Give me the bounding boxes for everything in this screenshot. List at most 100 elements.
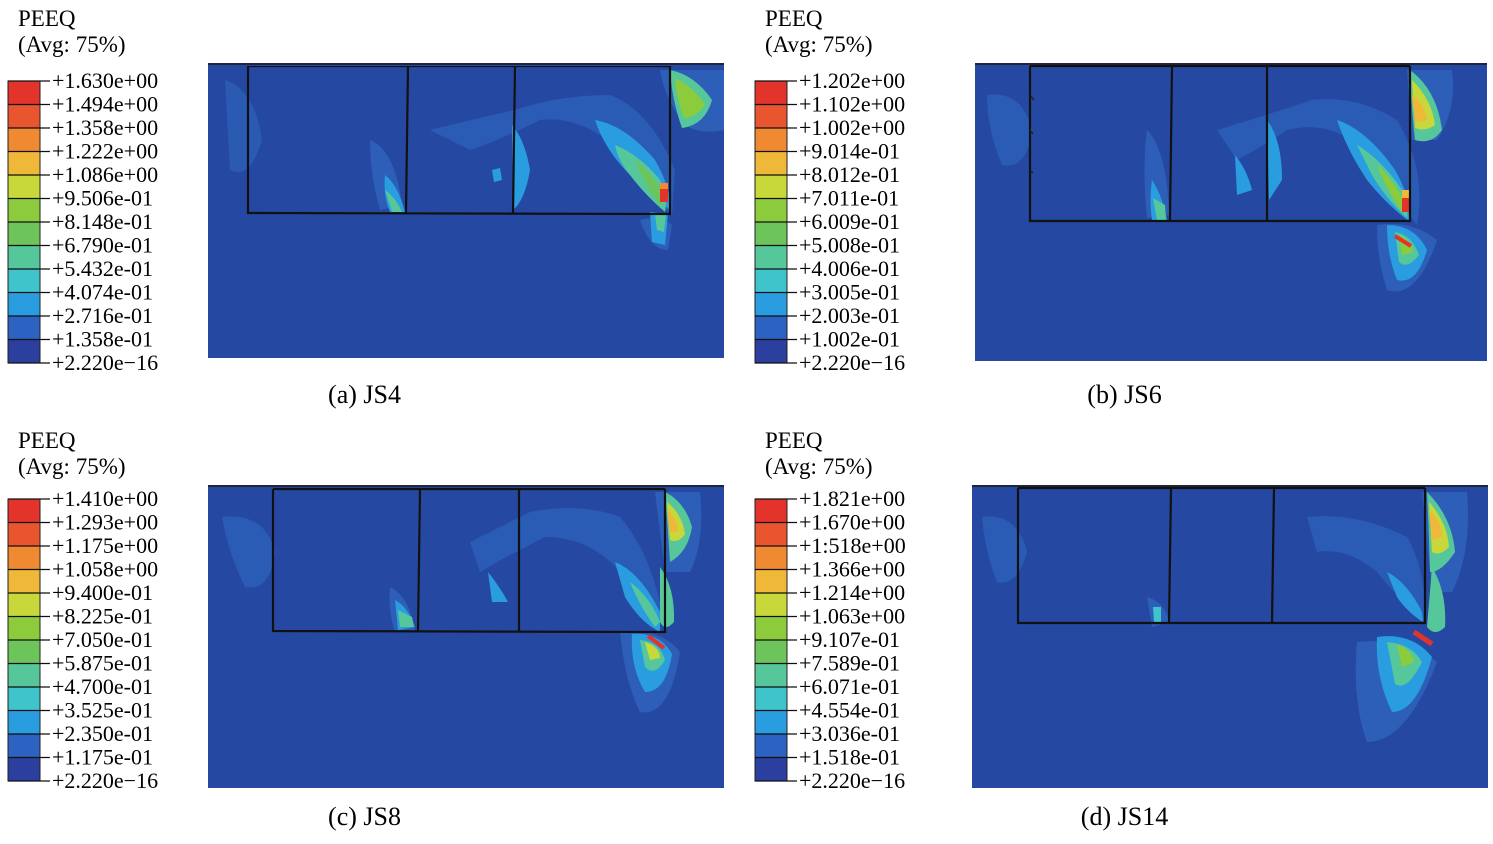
contour-figure: +1.630e+00+1.494e+00+1.358e+00+1.222e+00… xyxy=(7,63,724,375)
legend-tick-label: +1.175e-01 xyxy=(52,745,153,770)
legend-band xyxy=(755,522,787,546)
legend-band xyxy=(8,198,40,222)
legend-tick-label: +2.716e-01 xyxy=(52,303,153,328)
legend-band xyxy=(755,687,787,711)
legend-tick-label: +4.074e-01 xyxy=(52,280,153,305)
legend-tick-label: +3.005e-01 xyxy=(799,280,900,305)
legend-band xyxy=(755,734,787,758)
legend-tick-label: +7.589e-01 xyxy=(799,651,900,676)
contour-plot xyxy=(972,485,1488,788)
legend-tick-label: +2.220e−16 xyxy=(799,350,905,375)
legend-band xyxy=(755,222,787,246)
legend-tick-label: +2.350e-01 xyxy=(52,721,153,746)
legend-tick-label: +7.011e-01 xyxy=(799,186,899,211)
legend-band xyxy=(755,640,787,664)
legend-band xyxy=(8,339,40,363)
legend-band xyxy=(8,269,40,293)
legend-colorbar: +1.202e+00+1.102e+00+1.002e+00+9.014e-01… xyxy=(754,68,905,375)
panel-caption: (d) JS14 xyxy=(1080,802,1169,831)
legend-band xyxy=(8,757,40,781)
legend-tick-label: +1.175e+00 xyxy=(52,533,158,558)
legend-tick-label: +1.630e+00 xyxy=(52,68,158,93)
legend-tick-label: +5.875e-01 xyxy=(52,651,153,676)
legend-tick-label: +1.002e+00 xyxy=(799,115,905,140)
legend-tick-label: +1.058e+00 xyxy=(52,557,158,582)
legend-band xyxy=(755,128,787,152)
legend-band xyxy=(755,593,787,617)
legend-colorbar: +1.630e+00+1.494e+00+1.358e+00+1.222e+00… xyxy=(7,68,158,375)
legend-tick-label: +2.220e−16 xyxy=(799,768,905,793)
legend-band xyxy=(755,81,787,105)
legend-band xyxy=(755,269,787,293)
legend-band xyxy=(755,616,787,640)
legend-tick-label: +8.225e-01 xyxy=(52,604,153,629)
legend-tick-label: +8.012e-01 xyxy=(799,162,900,187)
legend-tick-label: +6.071e-01 xyxy=(799,674,900,699)
legend-tick-label: +5.432e-01 xyxy=(52,256,153,281)
legend-tick-label: +1.293e+00 xyxy=(52,510,158,535)
legend-band xyxy=(8,128,40,152)
legend-band xyxy=(755,663,787,687)
legend-tick-label: +8.148e-01 xyxy=(52,209,153,234)
legend-tick-label: +1.202e+00 xyxy=(799,68,905,93)
legend-tick-label: +1.518e-01 xyxy=(799,745,900,770)
legend-tick-label: +4.700e-01 xyxy=(52,674,153,699)
legend-band xyxy=(8,710,40,734)
legend-band xyxy=(8,316,40,340)
legend-subtitle: (Avg: 75%) xyxy=(18,32,126,57)
contour-figure: +1.202e+00+1.102e+00+1.002e+00+9.014e-01… xyxy=(754,63,1487,375)
legend-title: PEEQ xyxy=(765,6,823,31)
legend-subtitle: (Avg: 75%) xyxy=(18,454,126,479)
panel-caption: (a) JS4 xyxy=(328,380,401,409)
contour-panel-js8: PEEQ (Avg: 75%) +1.410e+00 +1.293e+00 +1.1… xyxy=(0,422,746,844)
legend-tick-label: +4.554e-01 xyxy=(799,698,900,723)
legend-tick-label: +1.410e+00 xyxy=(52,486,158,511)
legend-band xyxy=(8,734,40,758)
legend-tick-label: +6.009e-01 xyxy=(799,209,900,234)
legend-tick-label: +1.063e+00 xyxy=(799,604,905,629)
legend-tick-label: +1.102e+00 xyxy=(799,92,905,117)
legend-tick-label: +1.086e+00 xyxy=(52,162,158,187)
legend-band xyxy=(8,222,40,246)
panel-caption: (c) JS8 xyxy=(328,802,401,831)
legend-tick-label: +1.494e+00 xyxy=(52,92,158,117)
legend-tick-label: +1.214e+00 xyxy=(799,580,905,605)
legend-tick-label: +7.050e-01 xyxy=(52,627,153,652)
legend-tick-label: +2.003e-01 xyxy=(799,303,900,328)
legend-band xyxy=(8,546,40,570)
legend-tick-label: +2.220e−16 xyxy=(52,350,158,375)
legend-band xyxy=(8,569,40,593)
legend-title: PEEQ xyxy=(765,428,823,453)
legend-tick-label: +9.014e-01 xyxy=(799,139,900,164)
legend-tick-label: +3.036e-01 xyxy=(799,721,900,746)
legend-band xyxy=(755,546,787,570)
legend-title: PEEQ xyxy=(18,6,76,31)
contour-plot xyxy=(208,485,724,788)
legend-tick-label: +1.222e+00 xyxy=(52,139,158,164)
legend-band xyxy=(8,640,40,664)
legend-tick-label: +1.358e-01 xyxy=(52,327,153,352)
legend-tick-label: +1.821e+00 xyxy=(799,486,905,511)
legend-tick-label: +1.002e-01 xyxy=(799,327,900,352)
legend-band xyxy=(8,522,40,546)
legend-band xyxy=(8,687,40,711)
legend-tick-label: +1.358e+00 xyxy=(52,115,158,140)
legend-tick-label: +9.107e-01 xyxy=(799,627,900,652)
legend-tick-label: +3.525e-01 xyxy=(52,698,153,723)
legend-colorbar: +1.410e+00+1.293e+00+1.175e+00+1.058e+00… xyxy=(7,486,158,793)
legend-tick-label: +9.400e-01 xyxy=(52,580,153,605)
contour-panel-js14: PEEQ (Avg: 75%) +1.821e+00 +1.670e+00 +1:5… xyxy=(747,422,1493,844)
legend-band xyxy=(8,292,40,316)
contour-figure: +1.821e+00+1.670e+00+1:518e+00+1.366e+00… xyxy=(754,485,1488,793)
legend-tick-label: +9.506e-01 xyxy=(52,186,153,211)
legend-band xyxy=(8,593,40,617)
legend-band xyxy=(755,151,787,175)
legend-band xyxy=(755,104,787,128)
legend-band xyxy=(755,757,787,781)
legend-title: PEEQ xyxy=(18,428,76,453)
legend-band xyxy=(755,499,787,523)
legend-band xyxy=(755,569,787,593)
contour-plot xyxy=(208,63,724,358)
panel-caption: (b) JS6 xyxy=(1087,380,1162,409)
contour-panel-js6: PEEQ (Avg: 75%) +1.202e+00 +1.102e+00 +1.0… xyxy=(747,0,1493,422)
